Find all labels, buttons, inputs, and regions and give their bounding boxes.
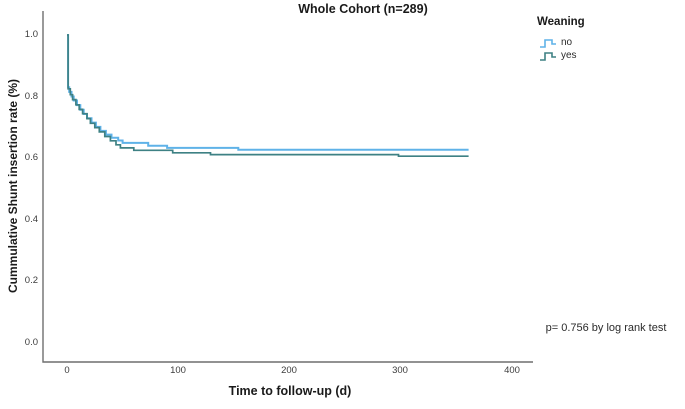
axes — [42, 11, 533, 363]
y-tick-label: 0.2 — [24, 275, 38, 286]
x-tick-label: 200 — [281, 365, 297, 376]
x-tick-label: 400 — [504, 365, 520, 376]
x-tick-label: 0 — [64, 365, 70, 376]
survival-curves — [67, 34, 469, 158]
x-tick-label: 300 — [392, 365, 408, 376]
pvalue-annotation: p= 0.756 by log rank test — [545, 322, 667, 334]
curve-no — [67, 34, 469, 151]
legend-item-yes: yes — [539, 50, 577, 62]
step-line-swatch-icon — [540, 52, 556, 61]
y-tick-label: 0.0 — [24, 337, 38, 348]
y-tick-label: 0.6 — [24, 152, 38, 163]
y-axis-label: Cummulative Shunt insertion rate (%) — [6, 78, 20, 294]
x-tick-label: 100 — [170, 365, 186, 376]
curve-yes — [67, 34, 469, 158]
legend-item-label: no — [561, 37, 573, 48]
step-line-swatch-icon — [540, 39, 556, 48]
legend-title: Weaning — [537, 16, 585, 28]
y-tick-label: 1.0 — [24, 29, 38, 40]
chart-title: Whole Cohort (n=289) — [298, 2, 428, 16]
y-tick-label: 0.4 — [24, 214, 38, 225]
x-axis-label: Time to follow-up (d) — [228, 384, 352, 398]
y-tick-label: 0.8 — [24, 91, 38, 102]
legend-item-no: no — [539, 37, 572, 49]
legend-item-label: yes — [561, 50, 577, 61]
